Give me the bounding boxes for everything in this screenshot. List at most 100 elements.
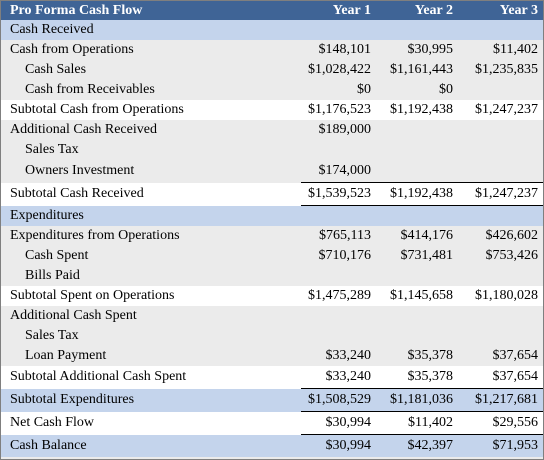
year-3-header: Year 3 — [458, 1, 543, 20]
row-value-year-1: $30,994 — [301, 411, 376, 435]
row-value-year-3: $37,654 — [458, 346, 543, 366]
row-label: Net Cash Flow — [1, 411, 301, 435]
row-value-year-3 — [458, 326, 543, 346]
row-value-year-2 — [376, 20, 458, 40]
row-value-year-1: $710,176 — [301, 246, 376, 266]
row-value-year-3: $1,217,681 — [458, 388, 543, 412]
row-value-year-2: $35,378 — [376, 346, 458, 366]
table-row: Cash Sales $1,028,422 $1,161,443 $1,235,… — [1, 60, 543, 80]
table-row: Subtotal Cash from Operations $1,176,523… — [1, 100, 543, 120]
row-value-year-2: $35,378 — [376, 366, 458, 389]
row-value-year-2: $1,181,036 — [376, 388, 458, 412]
row-value-year-2 — [376, 266, 458, 286]
row-value-year-2 — [376, 306, 458, 326]
table-row: Loan Payment $33,240 $35,378 $37,654 — [1, 346, 543, 366]
row-value-year-3: $1,247,237 — [458, 100, 543, 120]
row-value-year-1 — [301, 306, 376, 326]
row-label: Bills Paid — [1, 266, 301, 286]
row-label: Owners Investment — [1, 160, 301, 183]
table-row: Expenditures — [1, 205, 543, 226]
row-label: Subtotal Spent on Operations — [1, 286, 301, 306]
table-row: Cash from Receivables $0 $0 — [1, 80, 543, 100]
row-value-year-2 — [376, 160, 458, 183]
row-value-year-1: $765,113 — [301, 226, 376, 246]
table-row: Subtotal Expenditures $1,508,529 $1,181,… — [1, 388, 543, 412]
row-value-year-2: $11,402 — [376, 411, 458, 435]
row-label: Subtotal Cash Received — [1, 182, 301, 206]
row-label: Cash Sales — [1, 60, 301, 80]
row-value-year-2: $414,176 — [376, 226, 458, 246]
row-value-year-1: $148,101 — [301, 40, 376, 60]
table-row: Additional Cash Received $189,000 — [1, 120, 543, 140]
row-value-year-3 — [458, 140, 543, 160]
row-value-year-1 — [301, 205, 376, 226]
row-label: Sales Tax — [1, 326, 301, 346]
row-label: Loan Payment — [1, 346, 301, 366]
year-2-header: Year 2 — [376, 1, 458, 20]
row-value-year-2: $42,397 — [376, 434, 458, 457]
row-value-year-1: $1,539,523 — [301, 182, 376, 206]
row-value-year-1: $33,240 — [301, 366, 376, 389]
table-row: Additional Cash Spent — [1, 306, 543, 326]
row-value-year-1: $189,000 — [301, 120, 376, 140]
table-row: Net Cash Flow $30,994 $11,402 $29,556 — [1, 411, 543, 435]
row-value-year-2 — [376, 140, 458, 160]
row-value-year-2: $0 — [376, 80, 458, 100]
table-row: Subtotal Cash Received $1,539,523 $1,192… — [1, 182, 543, 206]
table-row: Subtotal Additional Cash Spent $33,240 $… — [1, 366, 543, 389]
row-value-year-3: $11,402 — [458, 40, 543, 60]
row-label: Sales Tax — [1, 140, 301, 160]
row-value-year-1: $1,508,529 — [301, 388, 376, 412]
table-row: Cash Balance $30,994 $42,397 $71,953 — [1, 434, 543, 457]
table-row: Cash Received — [1, 20, 543, 40]
row-value-year-3: $753,426 — [458, 246, 543, 266]
row-label: Cash Spent — [1, 246, 301, 266]
row-value-year-1 — [301, 266, 376, 286]
row-value-year-3: $71,953 — [458, 434, 543, 457]
row-label: Cash from Operations — [1, 40, 301, 60]
row-value-year-1 — [301, 326, 376, 346]
table-row: Subtotal Spent on Operations $1,475,289 … — [1, 286, 543, 306]
row-value-year-1: $1,475,289 — [301, 286, 376, 306]
row-value-year-3: $1,235,835 — [458, 60, 543, 80]
row-value-year-3 — [458, 20, 543, 40]
row-label: Expenditures from Operations — [1, 226, 301, 246]
row-label: Additional Cash Spent — [1, 306, 301, 326]
row-value-year-1: $30,994 — [301, 434, 376, 457]
row-label: Subtotal Cash from Operations — [1, 100, 301, 120]
table-row: Owners Investment $174,000 — [1, 160, 543, 183]
row-label: Cash from Receivables — [1, 80, 301, 100]
row-label: Cash Balance — [1, 434, 301, 457]
row-value-year-2: $1,192,438 — [376, 100, 458, 120]
row-value-year-3: $426,602 — [458, 226, 543, 246]
row-value-year-2: $1,192,438 — [376, 182, 458, 206]
row-value-year-2: $1,145,658 — [376, 286, 458, 306]
row-value-year-3 — [458, 306, 543, 326]
row-value-year-1 — [301, 20, 376, 40]
row-label: Expenditures — [1, 205, 301, 226]
table-row: Sales Tax — [1, 140, 543, 160]
row-value-year-2: $1,161,443 — [376, 60, 458, 80]
table-row: Sales Tax — [1, 326, 543, 346]
row-value-year-3 — [458, 120, 543, 140]
row-value-year-3 — [458, 160, 543, 183]
row-label: Additional Cash Received — [1, 120, 301, 140]
year-1-header: Year 1 — [301, 1, 376, 20]
row-value-year-1: $0 — [301, 80, 376, 100]
row-value-year-3: $37,654 — [458, 366, 543, 389]
row-value-year-2 — [376, 326, 458, 346]
row-value-year-1: $174,000 — [301, 160, 376, 183]
row-label: Cash Received — [1, 20, 301, 40]
table-row: Cash Spent $710,176 $731,481 $753,426 — [1, 246, 543, 266]
row-value-year-3 — [458, 80, 543, 100]
row-value-year-3: $1,180,028 — [458, 286, 543, 306]
row-label: Subtotal Additional Cash Spent — [1, 366, 301, 389]
table-row: Cash from Operations $148,101 $30,995 $1… — [1, 40, 543, 60]
row-value-year-2: $30,995 — [376, 40, 458, 60]
row-value-year-2: $731,481 — [376, 246, 458, 266]
row-value-year-2 — [376, 205, 458, 226]
row-value-year-3 — [458, 205, 543, 226]
table-title: Pro Forma Cash Flow — [1, 1, 301, 20]
